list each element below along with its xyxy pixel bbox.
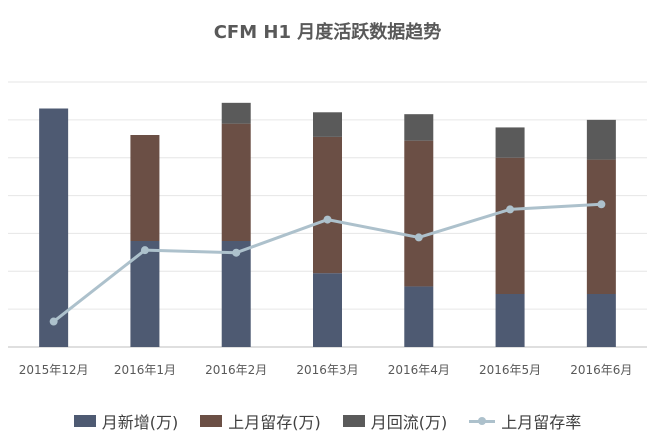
retention-rate-point-3 xyxy=(323,215,332,224)
bar-returning-5 xyxy=(495,127,525,158)
bar-new-5 xyxy=(495,294,525,347)
retention-rate-point-2 xyxy=(232,248,241,257)
bar-series xyxy=(39,102,616,347)
x-tick-label: 2016年1月 xyxy=(114,363,176,377)
x-tick-label: 2016年4月 xyxy=(388,363,450,377)
retention-rate-point-6 xyxy=(597,200,606,209)
retention-rate-point-1 xyxy=(140,246,149,255)
bar-retained-4 xyxy=(404,140,434,287)
legend-item: 上月留存率 xyxy=(469,409,581,433)
bar-new-2 xyxy=(221,241,251,347)
bar-new-0 xyxy=(39,108,69,347)
bar-retained-6 xyxy=(586,159,616,294)
legend-label: 上月留存(万) xyxy=(228,413,321,432)
legend-item: 上月留存(万) xyxy=(200,409,321,433)
bar-retained-3 xyxy=(313,136,342,274)
bar-retained-2 xyxy=(221,123,251,241)
x-tick-labels: 2015年12月 2016年1月 2016年2月 2016年3月 2016年4月 2016… xyxy=(19,363,633,377)
legend-item: 月回流(万) xyxy=(342,409,448,433)
bar-new-4 xyxy=(404,286,434,347)
retention-rate-point-4 xyxy=(414,233,423,242)
x-tick-label: 2016年5月 xyxy=(479,363,541,377)
bar-returning-4 xyxy=(404,114,434,141)
legend-label: 上月留存率 xyxy=(501,413,582,432)
bar-returning-3 xyxy=(313,112,342,137)
bar-retained-5 xyxy=(495,157,525,294)
legend-swatch xyxy=(342,415,365,427)
legend-label: 月回流(万) xyxy=(370,413,448,432)
x-tick-label: 2016年3月 xyxy=(296,363,358,377)
bar-returning-2 xyxy=(221,102,251,124)
bar-retained-1 xyxy=(130,135,160,241)
x-tick-label: 2016年6月 xyxy=(570,363,632,377)
retention-rate-point-5 xyxy=(506,205,515,214)
x-tick-label: 2016年2月 xyxy=(205,363,267,377)
legend-item: 月新增(万) xyxy=(73,409,179,433)
legend-label: 月新增(万) xyxy=(101,413,179,432)
bar-returning-6 xyxy=(586,119,616,160)
retention-rate-point-0 xyxy=(49,317,58,326)
bar-new-6 xyxy=(586,294,616,347)
line-series xyxy=(49,200,606,326)
chart-title: CFM H1 月度活跃数据趋势 xyxy=(213,22,442,43)
legend-swatch xyxy=(200,415,223,427)
legend: 月新增(万) 上月留存(万) 月回流(万) 上月留存率 xyxy=(0,408,655,434)
legend-swatch xyxy=(469,415,496,427)
x-tick-label: 2015年12月 xyxy=(19,363,89,377)
legend-swatch xyxy=(73,415,96,427)
bar-new-3 xyxy=(313,273,342,347)
